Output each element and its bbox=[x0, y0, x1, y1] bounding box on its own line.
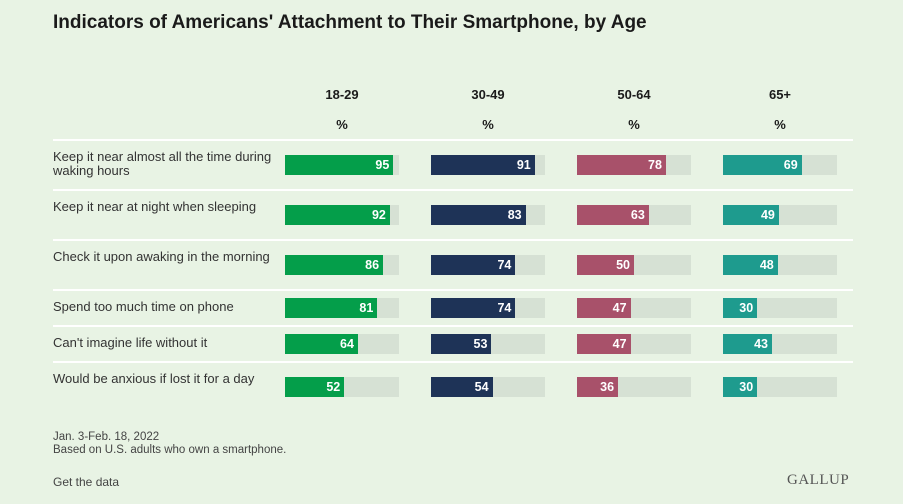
bar-track: 30 bbox=[723, 298, 837, 318]
row-divider bbox=[53, 189, 853, 191]
bar-track: 64 bbox=[285, 334, 399, 354]
row-label: Keep it near almost all the time during … bbox=[53, 149, 272, 178]
row-divider bbox=[53, 239, 853, 241]
bar-track: 43 bbox=[723, 334, 837, 354]
footnote-base: Based on U.S. adults who own a smartphon… bbox=[53, 444, 287, 456]
column-header-unit: % bbox=[336, 117, 348, 132]
column-header-label: 30-49 bbox=[471, 87, 505, 102]
bar: 47 bbox=[577, 334, 631, 354]
bar-value-label: 64 bbox=[340, 337, 354, 351]
bar-value-label: 86 bbox=[365, 258, 380, 272]
bar: 53 bbox=[431, 334, 492, 354]
bar-track: 78 bbox=[577, 155, 691, 175]
bar-track: 74 bbox=[431, 298, 545, 318]
column-header-unit: % bbox=[482, 117, 494, 132]
bar-value-label: 48 bbox=[759, 258, 774, 272]
row-divider bbox=[53, 289, 853, 291]
bar-value-label: 63 bbox=[630, 208, 645, 222]
bar-value-label: 83 bbox=[507, 208, 522, 222]
bar: 83 bbox=[431, 205, 526, 225]
bar-value-label: 47 bbox=[612, 301, 627, 315]
bar-track: 47 bbox=[577, 298, 691, 318]
bar-track: 91 bbox=[431, 155, 545, 175]
bar: 43 bbox=[723, 334, 773, 354]
row-label: Would be anxious if lost it for a day bbox=[53, 371, 255, 386]
bar-value-label: 91 bbox=[516, 158, 531, 172]
row-label: Spend too much time on phone bbox=[53, 299, 234, 314]
bar-track: 49 bbox=[723, 205, 837, 225]
bar: 30 bbox=[723, 377, 758, 397]
column-header-label: 18-29 bbox=[325, 87, 359, 102]
bar-value-label: 52 bbox=[326, 380, 341, 394]
bar-value-label: 53 bbox=[473, 337, 488, 351]
bar-track: 36 bbox=[577, 377, 691, 397]
bar: 50 bbox=[577, 255, 634, 275]
bar: 52 bbox=[285, 377, 345, 397]
bar: 74 bbox=[431, 298, 516, 318]
bar: 36 bbox=[577, 377, 619, 397]
bar-track: 48 bbox=[723, 255, 837, 275]
bar: 95 bbox=[285, 155, 394, 175]
bar-track: 69 bbox=[723, 155, 837, 175]
column-header-unit: % bbox=[628, 117, 640, 132]
bar-value-label: 36 bbox=[600, 380, 615, 394]
bar: 74 bbox=[431, 255, 516, 275]
footnote-date: Jan. 3-Feb. 18, 2022 bbox=[53, 431, 160, 443]
bar-value-label: 49 bbox=[760, 208, 775, 222]
bar-track: 47 bbox=[577, 334, 691, 354]
row-label: Can't imagine life without it bbox=[53, 335, 208, 350]
row-divider bbox=[53, 325, 853, 327]
bar-track: 54 bbox=[431, 377, 545, 397]
bar: 92 bbox=[285, 205, 390, 225]
get-data-link[interactable]: Get the data bbox=[53, 475, 120, 489]
bar-track: 74 bbox=[431, 255, 545, 275]
column-header-label: 50-64 bbox=[617, 87, 651, 102]
bar-track: 83 bbox=[431, 205, 545, 225]
bar: 64 bbox=[285, 334, 358, 354]
bar: 78 bbox=[577, 155, 666, 175]
bar-value-label: 50 bbox=[616, 258, 630, 272]
gallup-logo: GALLUP bbox=[787, 472, 850, 488]
bar-track: 63 bbox=[577, 205, 691, 225]
bar-value-label: 95 bbox=[375, 158, 390, 172]
bar: 69 bbox=[723, 155, 802, 175]
bar: 30 bbox=[723, 298, 758, 318]
bar-value-label: 78 bbox=[648, 158, 662, 172]
bar-track: 95 bbox=[285, 155, 399, 175]
column-header-label: 65+ bbox=[768, 87, 792, 102]
bar-track: 50 bbox=[577, 255, 691, 275]
chart-title: Indicators of Americans' Attachment to T… bbox=[53, 12, 647, 33]
bar-value-label: 54 bbox=[474, 380, 489, 394]
bar-value-label: 43 bbox=[754, 337, 769, 351]
bar: 63 bbox=[577, 205, 649, 225]
bar-track: 52 bbox=[285, 377, 399, 397]
bar-track: 81 bbox=[285, 298, 399, 318]
bar-track: 30 bbox=[723, 377, 837, 397]
row-label: Keep it near at night when sleeping bbox=[53, 199, 257, 214]
bar: 47 bbox=[577, 298, 631, 318]
bar-value-label: 81 bbox=[359, 301, 374, 315]
bar: 54 bbox=[431, 377, 493, 397]
bar-track: 92 bbox=[285, 205, 399, 225]
bar: 81 bbox=[285, 298, 378, 318]
bar-value-label: 92 bbox=[371, 208, 386, 222]
bar-track: 86 bbox=[285, 255, 399, 275]
bar-value-label: 74 bbox=[497, 301, 512, 315]
bar-value-label: 47 bbox=[612, 337, 627, 351]
row-divider bbox=[53, 361, 853, 363]
bar-value-label: 69 bbox=[783, 158, 798, 172]
bar-value-label: 30 bbox=[739, 380, 754, 394]
bar: 48 bbox=[723, 255, 778, 275]
bar-value-label: 30 bbox=[739, 301, 754, 315]
column-header-unit: % bbox=[774, 117, 786, 132]
bar-value-label: 74 bbox=[497, 258, 512, 272]
bar-track: 53 bbox=[431, 334, 545, 354]
bar: 91 bbox=[431, 155, 535, 175]
row-divider bbox=[53, 139, 853, 141]
bar: 49 bbox=[723, 205, 779, 225]
bar: 86 bbox=[285, 255, 384, 275]
row-label: Check it upon awaking in the morning bbox=[53, 249, 270, 264]
